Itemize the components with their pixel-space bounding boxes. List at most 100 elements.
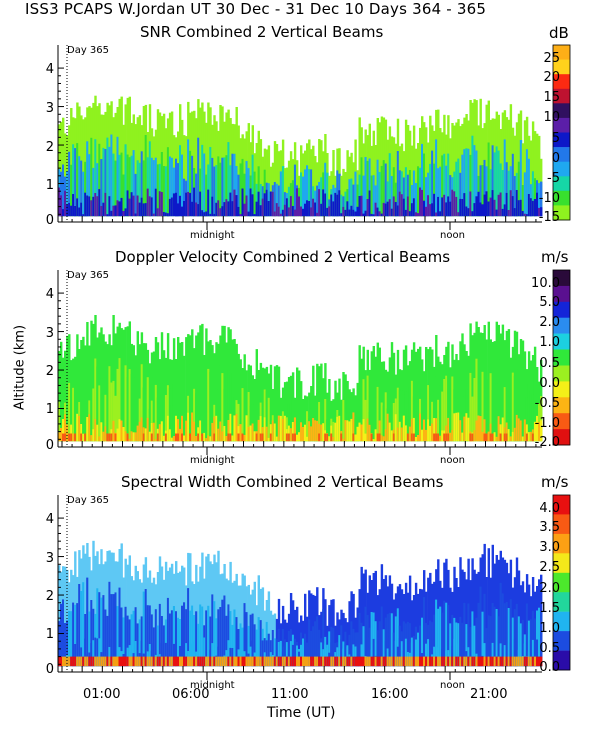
heatmap-cell: [118, 358, 121, 442]
heatmap-cell: [374, 202, 377, 217]
heatmap-cell: [187, 139, 190, 217]
heatmap-cell: [419, 625, 422, 667]
heatmap-cell: [338, 635, 341, 667]
heatmap-cell: [269, 433, 273, 442]
heatmap-cell: [273, 656, 277, 667]
heatmap-cell: [104, 192, 107, 217]
heatmap-cell: [406, 621, 410, 667]
heatmap-cell: [164, 656, 168, 667]
heatmap-cell: [122, 124, 125, 217]
heatmap-cell: [126, 433, 129, 442]
heatmap-cell: [267, 633, 271, 667]
heatmap-cell: [102, 334, 105, 442]
heatmap-cell: [221, 373, 224, 442]
heatmap-cell: [519, 656, 523, 667]
heatmap-cell: [376, 159, 379, 217]
heatmap-cell: [249, 188, 252, 217]
heatmap-cell: [94, 555, 97, 667]
heatmap-cell: [277, 415, 281, 442]
heatmap-cell: [525, 424, 529, 442]
heatmap-cell: [154, 188, 158, 217]
heatmap-cell: [513, 135, 517, 217]
heatmap-cell: [193, 388, 196, 442]
heatmap-cell: [162, 435, 166, 442]
heatmap-cell: [479, 165, 482, 217]
heatmap-cell: [152, 422, 156, 442]
heatmap-cell: [239, 163, 242, 217]
heatmap-cell: [267, 201, 271, 217]
heatmap-cell: [431, 656, 434, 667]
heatmap-cell: [441, 155, 444, 217]
heatmap-cell: [433, 656, 436, 667]
heatmap-cell: [370, 213, 373, 217]
heatmap-cell: [304, 169, 307, 217]
heatmap-cell: [340, 656, 343, 667]
heatmap-cell: [370, 433, 373, 442]
y-tick-label: 3: [45, 551, 54, 566]
colorbar-label: -1.0: [534, 416, 560, 431]
heatmap-cell: [277, 642, 281, 667]
heatmap-cell: [227, 656, 230, 667]
heatmap-cell: [443, 600, 446, 667]
heatmap-cell: [195, 656, 198, 667]
heatmap-cell: [166, 213, 170, 217]
heatmap-cell: [213, 416, 216, 442]
y-tick-label: 4: [45, 287, 54, 302]
heatmap-cell: [136, 656, 139, 667]
heatmap-cell: [419, 187, 422, 217]
colorbar-label: 4.0: [539, 501, 560, 516]
colorbar-segment: [553, 365, 570, 382]
heatmap-cell: [126, 564, 129, 667]
heatmap-cell: [300, 172, 303, 217]
heatmap-cell: [70, 108, 73, 217]
heatmap-cell: [273, 141, 277, 217]
heatmap-cell: [215, 388, 218, 442]
heatmap-cell: [170, 405, 174, 442]
heatmap-cell: [195, 393, 198, 442]
heatmap-cell: [241, 656, 244, 667]
heatmap-cell: [398, 638, 402, 667]
heatmap-cell: [453, 125, 456, 217]
heatmap-cell: [513, 375, 517, 442]
heatmap-cell: [64, 656, 67, 667]
day-marker-label: Day 365: [67, 270, 110, 281]
heatmap-cell: [275, 203, 279, 217]
heatmap-cell: [118, 419, 121, 442]
heatmap-cell: [455, 656, 458, 667]
heatmap-cell: [507, 210, 511, 217]
heatmap-cell: [241, 388, 244, 442]
heatmap-cell: [195, 436, 198, 442]
heatmap-cell: [148, 408, 152, 442]
heatmap-cell: [215, 415, 218, 442]
heatmap-cell: [515, 414, 519, 442]
heatmap-cell: [116, 428, 119, 442]
heatmap-cell: [475, 358, 478, 442]
heatmap-cell: [334, 192, 337, 217]
heatmap-cell: [493, 392, 496, 442]
heatmap-cell: [346, 397, 349, 442]
heatmap-cell: [308, 656, 311, 667]
heatmap-cell: [479, 642, 482, 667]
heatmap-cell: [289, 656, 293, 667]
heatmap-cell: [98, 656, 101, 667]
heatmap-cell: [362, 379, 365, 442]
heatmap-cell: [189, 610, 192, 667]
colorbar-frame: [552, 269, 571, 446]
heatmap-cell: [302, 656, 305, 667]
heatmap-cell: [108, 196, 111, 217]
heatmap-cell: [209, 436, 212, 442]
heatmap-cell: [477, 381, 480, 442]
heatmap-cell: [70, 387, 73, 442]
heatmap-cell: [86, 656, 89, 667]
heatmap-cell: [332, 399, 335, 442]
heatmap-cell: [346, 420, 349, 442]
heatmap-cell: [138, 656, 142, 667]
heatmap-cell: [215, 562, 218, 667]
heatmap-cell: [223, 202, 226, 217]
heatmap-cell: [249, 365, 252, 442]
heatmap-cell: [92, 640, 95, 667]
heatmap-cell: [382, 579, 386, 667]
colorbar-segment: [553, 205, 570, 221]
heatmap-cell: [503, 645, 507, 667]
heatmap-cell: [408, 623, 412, 667]
